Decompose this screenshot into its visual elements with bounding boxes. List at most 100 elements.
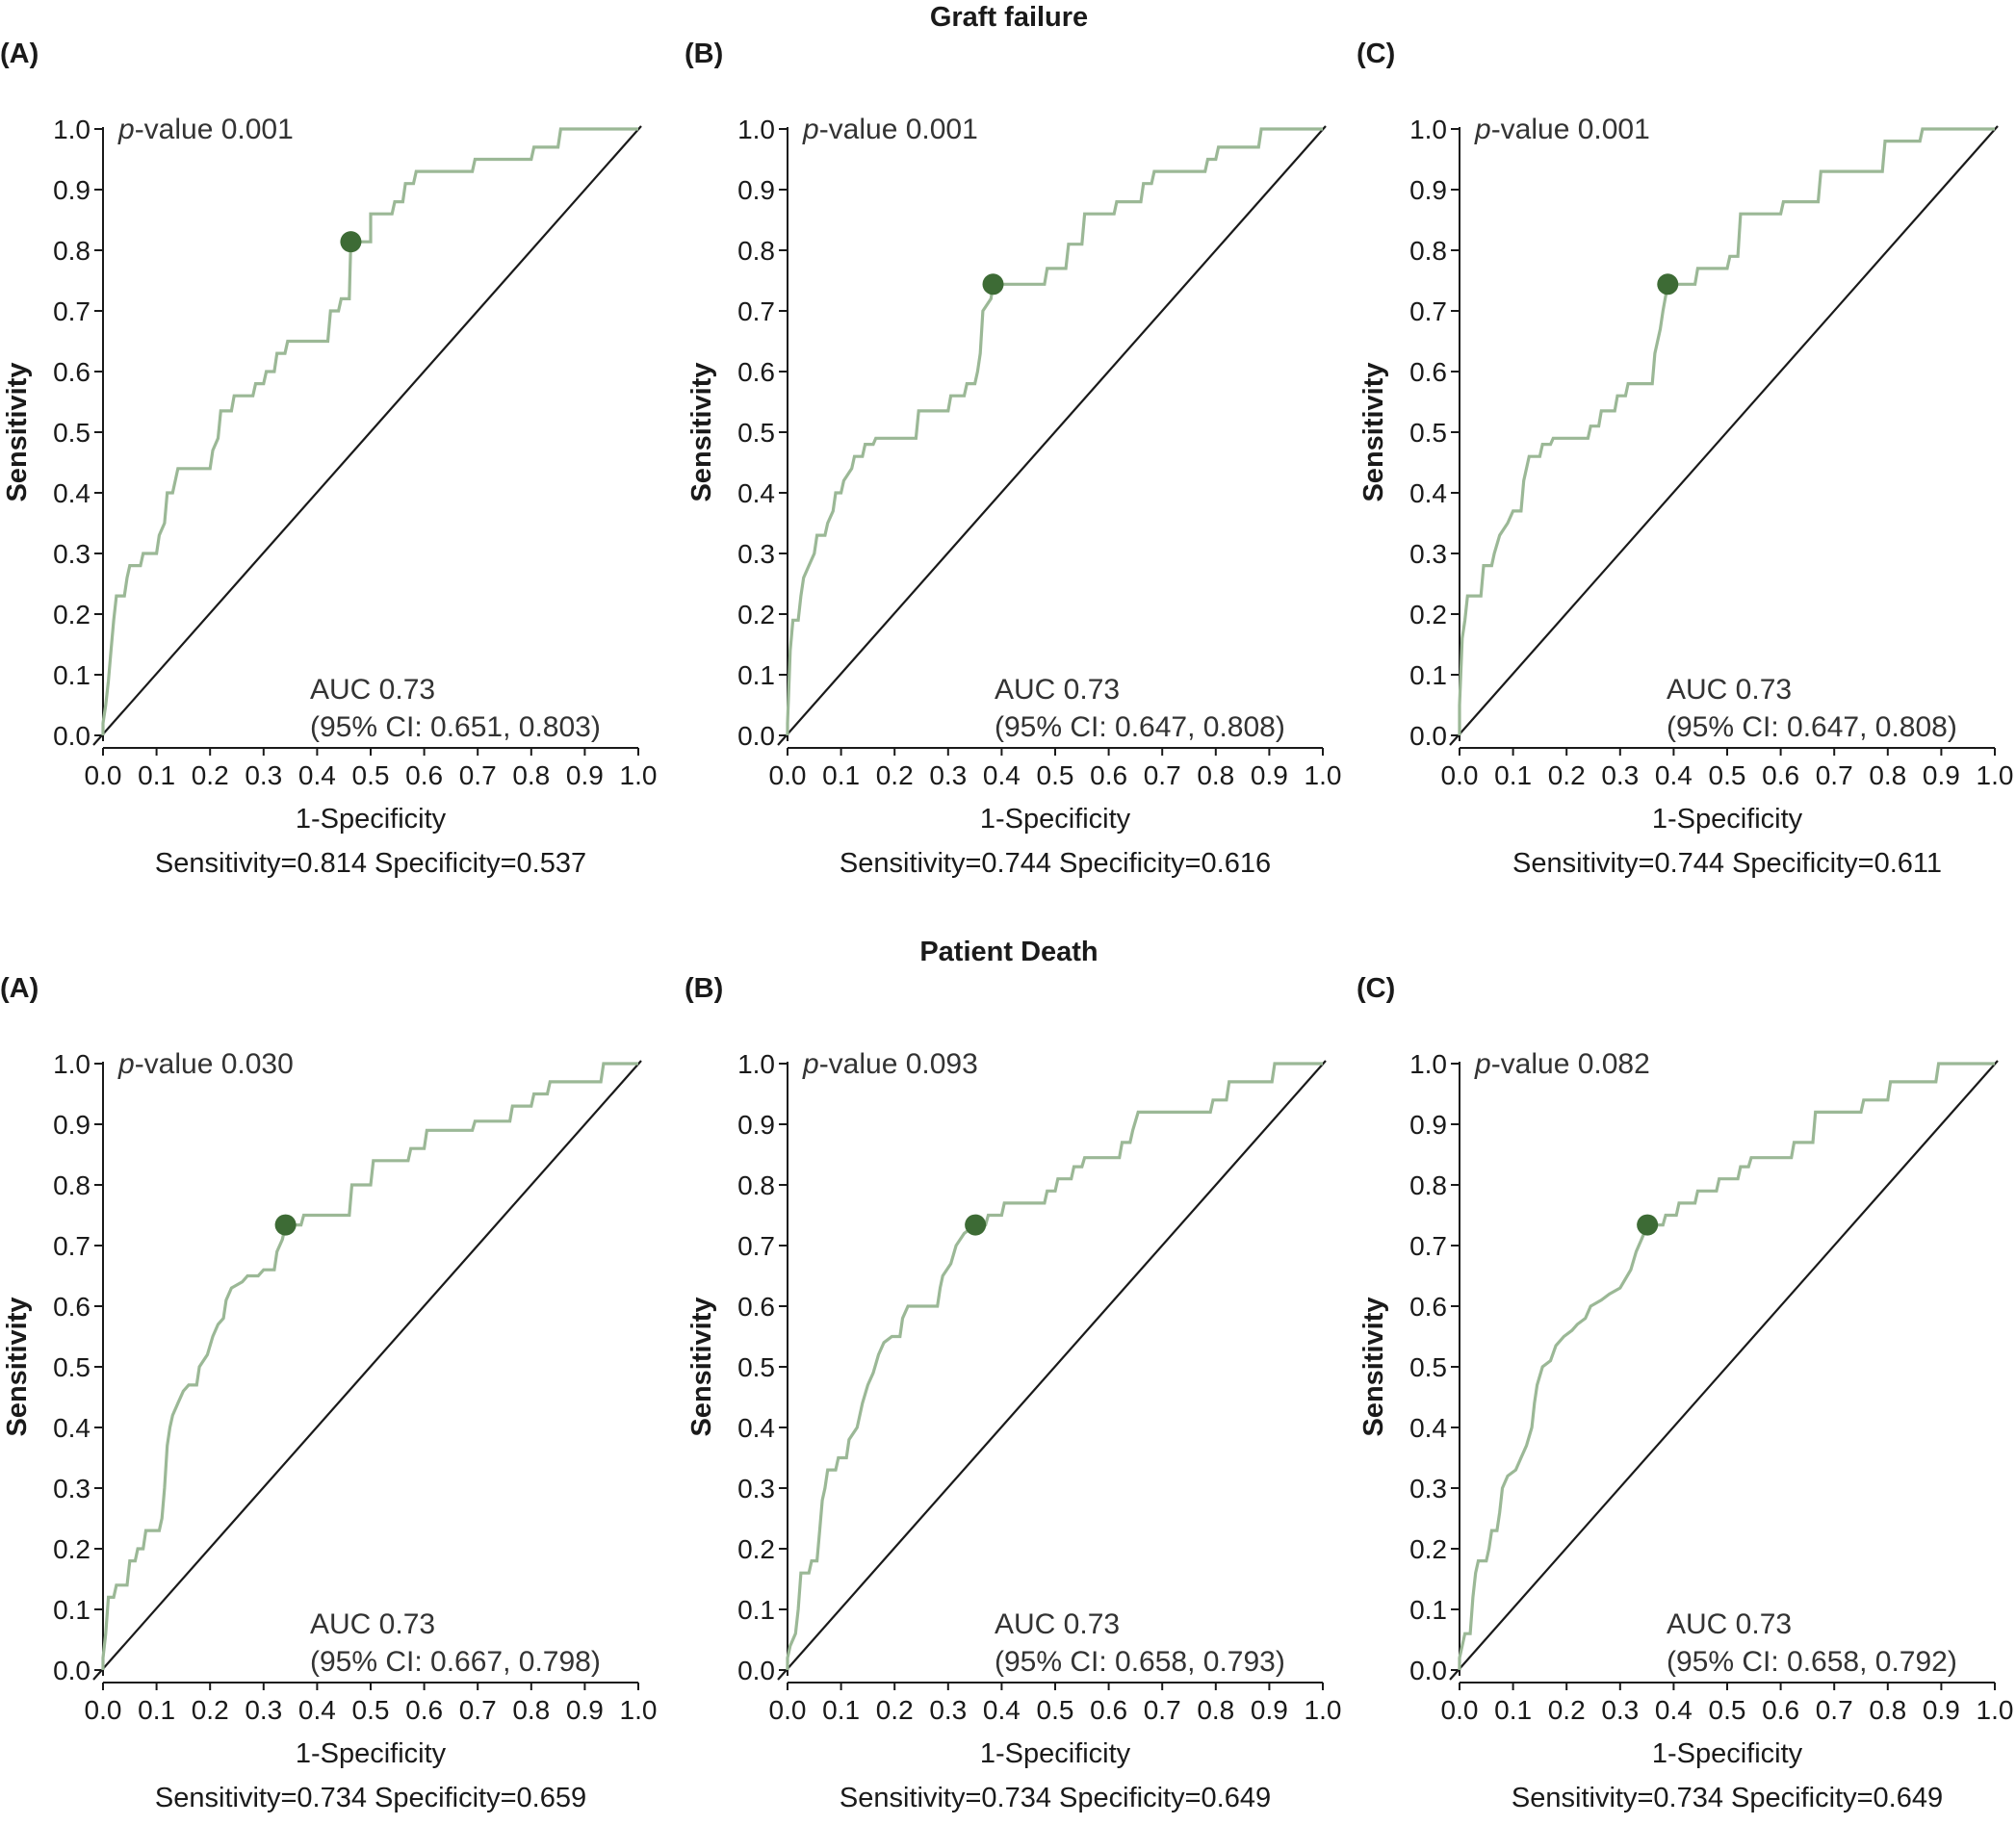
y-tick-label: 0.8: [1409, 1170, 1447, 1200]
x-tick-label: 0.8: [1869, 1695, 1906, 1725]
roc-curve: [101, 127, 638, 735]
y-tick-label: 0.5: [1409, 1352, 1447, 1382]
roc-curve: [786, 1062, 1323, 1670]
auc-annotation: AUC 0.73: [1667, 1608, 1792, 1640]
y-tick-label: 0.8: [1409, 236, 1447, 266]
y-tick-label: 0.6: [737, 357, 775, 387]
x-tick-label: 0.2: [876, 1695, 914, 1725]
x-tick-label: 0.7: [1816, 1695, 1853, 1725]
y-tick-label: 0.0: [53, 1656, 90, 1685]
y-tick-label: 0.3: [1409, 539, 1447, 569]
y-tick-label: 0.0: [1409, 721, 1447, 751]
y-tick-label: 0.0: [737, 1656, 775, 1685]
x-tick-label: 0.7: [459, 760, 497, 790]
y-tick-label: 0.1: [737, 1595, 775, 1625]
x-axis-title: 1-Specificity: [296, 804, 447, 835]
auc-annotation: AUC 0.73: [310, 674, 435, 706]
y-tick-label: 0.6: [53, 357, 90, 387]
y-axis-title: Sensitivity: [686, 362, 717, 501]
y-axis-title: Sensitivity: [2, 362, 33, 501]
p-value-text: -value 0.001: [1491, 114, 1650, 145]
x-tick-label: 0.6: [405, 760, 443, 790]
y-tick-label: 1.0: [1409, 1049, 1447, 1079]
x-tick-label: 0.1: [138, 760, 175, 790]
p-value-prefix: p: [117, 114, 135, 145]
x-axis-title: 1-Specificity: [1652, 1738, 1803, 1769]
roc-curve: [1458, 127, 1995, 735]
y-tick-label: 0.3: [1409, 1474, 1447, 1504]
x-tick-label: 0.0: [769, 760, 807, 790]
x-tick-label: 0.6: [1090, 1695, 1127, 1725]
x-tick-label: 0.4: [1655, 1695, 1693, 1725]
y-axis-title: Sensitivity: [1358, 1297, 1389, 1436]
x-tick-label: 0.9: [566, 760, 604, 790]
y-tick-label: 0.2: [1409, 1534, 1447, 1564]
cutoff-point: [965, 1214, 987, 1236]
p-value-annotation: p-value 0.001: [802, 114, 978, 145]
auc-ci-annotation: (95% CI: 0.667, 0.798): [310, 1646, 601, 1678]
roc-panel: (C) 0.0 0.1 0.2 0.3 0.4 0.5 0.6 0.7 0.8 0.9 1.0 0.0 0…: [1357, 973, 2013, 1813]
x-axis-title: 1-Specificity: [296, 1738, 447, 1769]
y-tick-label: 0.1: [1409, 1595, 1447, 1625]
x-tick-label: 0.1: [1494, 1695, 1532, 1725]
reference-diagonal: [1449, 125, 1999, 746]
y-tick-label: 1.0: [53, 115, 90, 144]
y-tick-label: 0.5: [53, 418, 90, 448]
x-axis-title: 1-Specificity: [980, 804, 1131, 835]
y-tick-label: 0.5: [53, 1352, 90, 1382]
roc-curve: [101, 1062, 638, 1670]
x-tick-label: 0.5: [1037, 1695, 1074, 1725]
y-tick-label: 0.8: [53, 1170, 90, 1200]
x-tick-label: 0.0: [85, 1695, 122, 1725]
sens-spec-summary: Sensitivity=0.744 Specificity=0.611: [1512, 848, 1942, 879]
p-value-text: -value 0.082: [1491, 1048, 1650, 1080]
y-tick-label: 0.2: [737, 600, 775, 630]
panel-label: (C): [1357, 39, 1395, 69]
x-tick-label: 0.0: [769, 1695, 807, 1725]
p-value-text: -value 0.001: [819, 114, 978, 145]
y-tick-label: 0.9: [53, 175, 90, 205]
x-tick-label: 0.3: [929, 760, 967, 790]
auc-ci-annotation: (95% CI: 0.658, 0.793): [995, 1646, 1285, 1678]
x-tick-label: 0.8: [1197, 1695, 1234, 1725]
cutoff-point: [340, 231, 362, 253]
x-tick-label: 0.2: [192, 760, 229, 790]
y-tick-label: 0.7: [1409, 296, 1447, 326]
roc-panel: (A) 0.0 0.1 0.2 0.3 0.4 0.5 0.6 0.7 0.8 0.9 1.0 0.0 0…: [0, 39, 657, 879]
x-tick-label: 0.1: [138, 1695, 175, 1725]
y-tick-label: 0.1: [53, 1595, 90, 1625]
y-tick-label: 0.5: [737, 1352, 775, 1382]
roc-panel: (A) 0.0 0.1 0.2 0.3 0.4 0.5 0.6 0.7 0.8 0.9 1.0 0.0 0…: [0, 973, 657, 1813]
section-title-patient-death: Patient Death: [919, 937, 1098, 967]
x-tick-label: 1.0: [1305, 1695, 1342, 1725]
x-tick-label: 0.0: [1441, 760, 1479, 790]
p-value-prefix: p: [117, 1048, 135, 1080]
auc-ci-annotation: (95% CI: 0.647, 0.808): [995, 711, 1285, 743]
y-tick-label: 0.3: [737, 539, 775, 569]
x-tick-label: 1.0: [1305, 760, 1342, 790]
y-tick-label: 0.2: [53, 1534, 90, 1564]
roc-panel: (B) 0.0 0.1 0.2 0.3 0.4 0.5 0.6 0.7 0.8 0.9 1.0 0.0 0…: [685, 39, 1341, 879]
auc-annotation: AUC 0.73: [995, 674, 1120, 706]
x-tick-label: 0.0: [1441, 1695, 1479, 1725]
x-tick-label: 0.9: [566, 1695, 604, 1725]
sens-spec-summary: Sensitivity=0.734 Specificity=0.659: [155, 1783, 586, 1813]
y-tick-label: 0.5: [737, 418, 775, 448]
x-tick-label: 0.4: [298, 1695, 336, 1725]
cutoff-point: [1637, 1214, 1659, 1236]
x-tick-label: 0.7: [1144, 1695, 1181, 1725]
p-value-text: -value 0.001: [135, 114, 294, 145]
x-tick-label: 0.0: [85, 760, 122, 790]
p-value-prefix: p: [802, 114, 819, 145]
x-tick-label: 0.8: [512, 1695, 550, 1725]
x-tick-label: 0.4: [298, 760, 336, 790]
y-tick-label: 0.9: [1409, 175, 1447, 205]
panel-label: (C): [1357, 973, 1395, 1004]
roc-panel: (B) 0.0 0.1 0.2 0.3 0.4 0.5 0.6 0.7 0.8 0.9 1.0 0.0 0…: [685, 973, 1341, 1813]
reference-diagonal: [777, 1060, 1327, 1681]
y-axis-title: Sensitivity: [2, 1297, 33, 1436]
cutoff-point: [274, 1214, 297, 1236]
x-tick-label: 0.4: [983, 760, 1021, 790]
x-tick-label: 0.1: [1494, 760, 1532, 790]
